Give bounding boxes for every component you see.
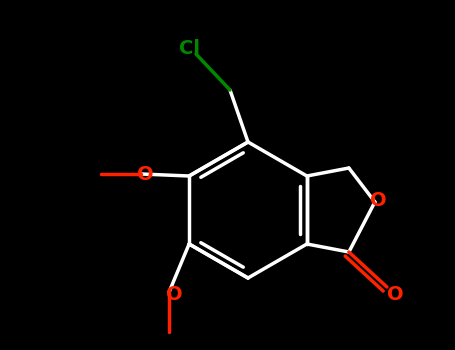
Text: O: O — [369, 190, 386, 210]
Text: O: O — [387, 286, 403, 304]
Text: O: O — [166, 285, 182, 303]
Text: Cl: Cl — [180, 38, 201, 57]
Text: O: O — [137, 166, 153, 184]
